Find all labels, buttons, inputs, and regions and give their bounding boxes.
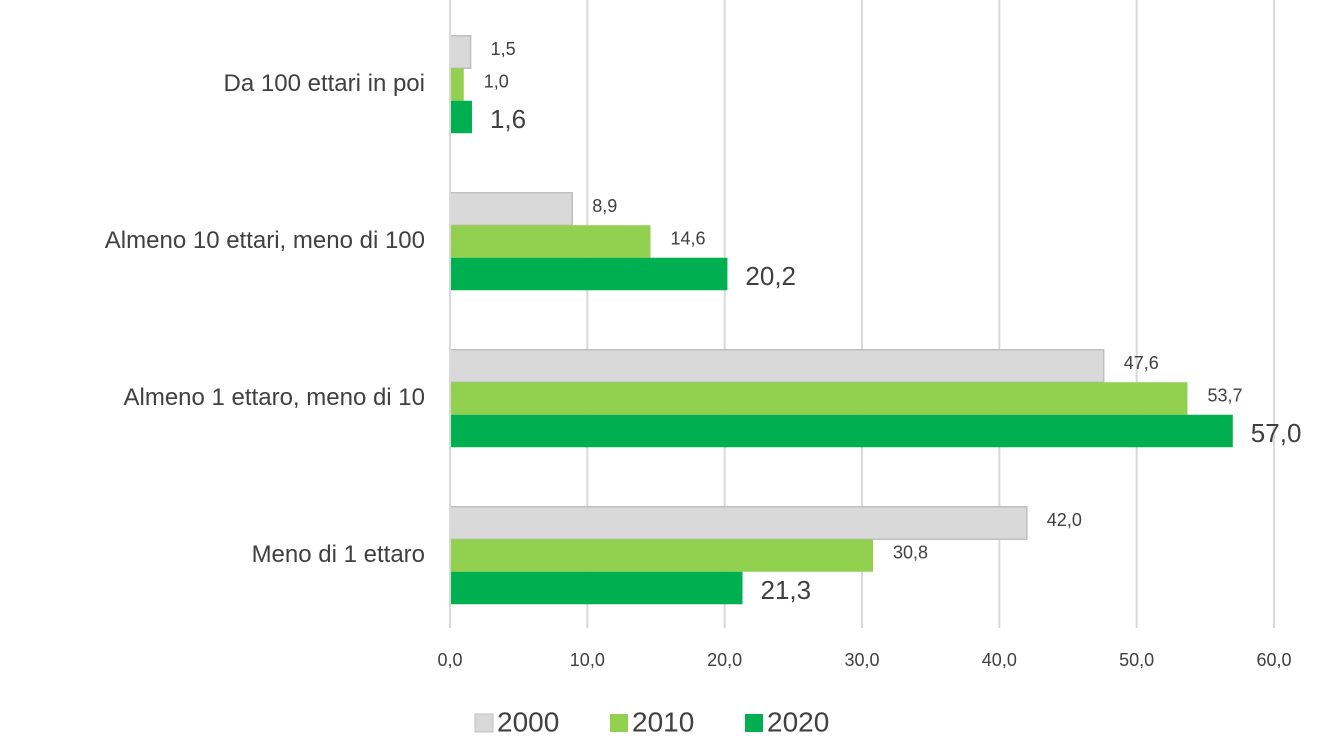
category-label: Da 100 ettari in poi [224, 70, 425, 97]
bar [450, 100, 472, 134]
legend-label: 2000 [497, 706, 559, 737]
legend-label: 2020 [767, 706, 829, 737]
x-tick-label: 0,0 [437, 650, 462, 670]
bar [450, 414, 1233, 448]
data-label: 30,8 [893, 542, 928, 562]
category-label: Almeno 10 ettari, meno di 100 [105, 227, 425, 254]
x-tick-label: 10,0 [570, 650, 605, 670]
legend-label: 2010 [632, 706, 694, 737]
bar [450, 68, 464, 101]
data-label: 20,2 [745, 261, 796, 291]
legend-swatch [474, 713, 494, 733]
data-label: 1,0 [484, 71, 509, 91]
data-label: 57,0 [1251, 418, 1302, 448]
legend-swatch [745, 714, 763, 732]
x-tick-label: 40,0 [982, 650, 1017, 670]
x-tick-label: 30,0 [844, 650, 879, 670]
bar [450, 571, 743, 605]
bar [450, 539, 873, 572]
data-label: 53,7 [1207, 385, 1242, 405]
category-label: Almeno 1 ettaro, meno di 10 [123, 384, 425, 411]
bar [449, 506, 1028, 540]
data-label: 1,5 [491, 39, 516, 59]
data-label: 42,0 [1047, 510, 1082, 530]
bar [450, 382, 1188, 415]
data-label: 1,6 [490, 104, 526, 134]
bar [449, 192, 573, 226]
data-label: 8,9 [592, 196, 617, 216]
x-tick-label: 50,0 [1119, 650, 1154, 670]
data-label: 47,6 [1124, 353, 1159, 373]
x-tick-label: 60,0 [1256, 650, 1291, 670]
category-label: Meno di 1 ettaro [252, 541, 425, 568]
bar [450, 225, 651, 258]
bar [449, 349, 1105, 383]
legend-swatch [610, 714, 628, 732]
data-label: 14,6 [671, 228, 706, 248]
x-tick-label: 20,0 [707, 650, 742, 670]
data-label: 21,3 [761, 575, 812, 605]
bar [449, 35, 472, 69]
bar [450, 257, 728, 291]
